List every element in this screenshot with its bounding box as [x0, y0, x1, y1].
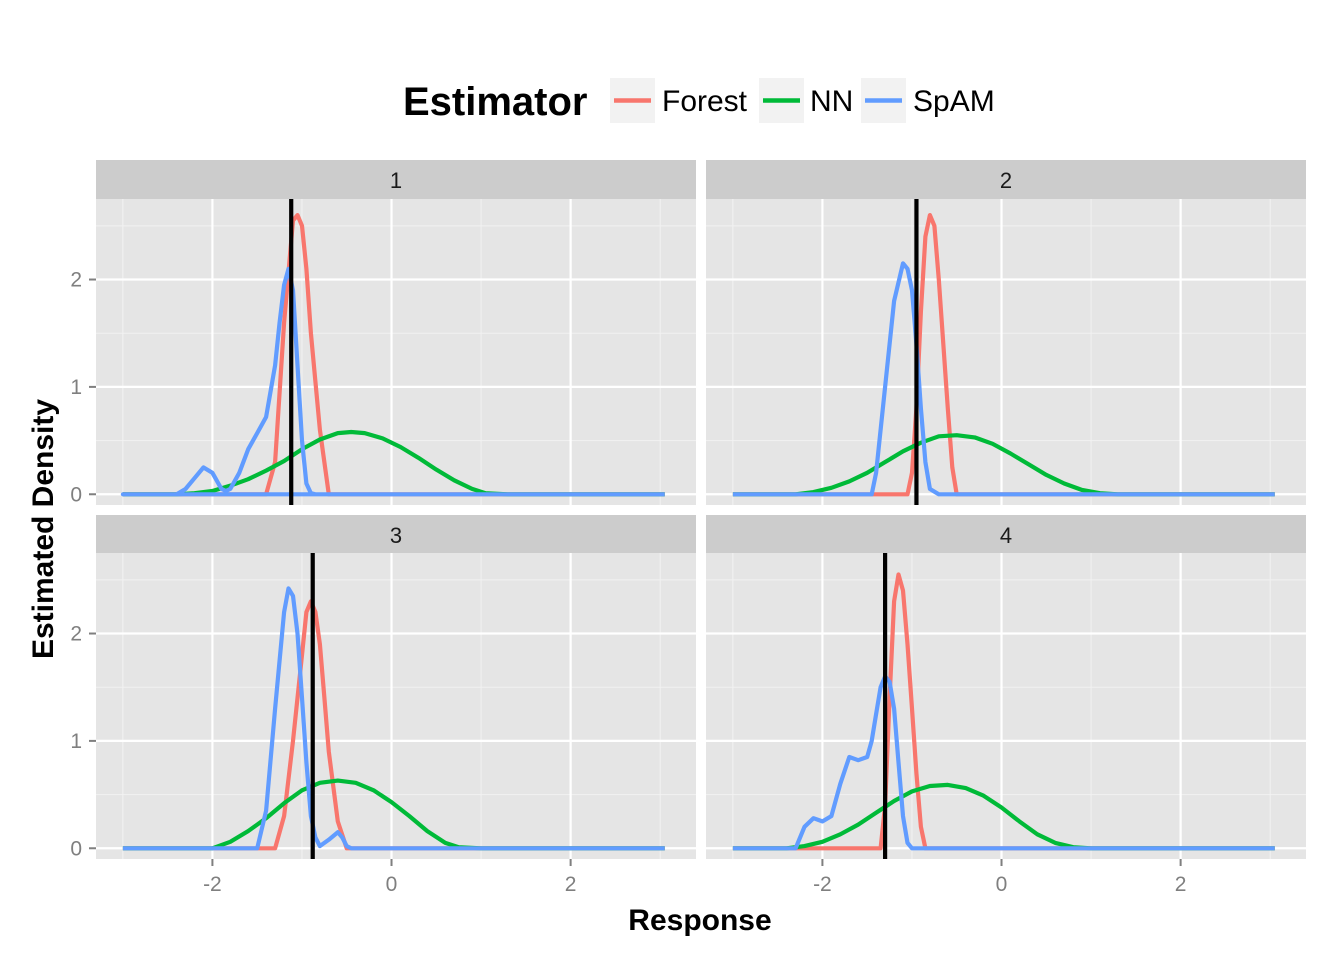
facet-strip-label: 1	[390, 168, 402, 193]
y-tick-label: 2	[70, 623, 82, 646]
legend: Estimator Forest NN SpAM	[403, 78, 995, 124]
series-line-nn	[732, 433, 1275, 497]
facet-strip	[96, 515, 696, 553]
series-line-spam	[732, 674, 1275, 851]
series-line-spam	[120, 266, 665, 497]
facet-strip	[96, 160, 696, 199]
series-line-spam	[732, 261, 1275, 497]
x-axis-panel-4: -2 0 2	[813, 859, 1186, 896]
y-axes: 0 1 2 0 1 2	[70, 269, 96, 860]
x-tick-label: 2	[1175, 873, 1187, 896]
x-axis-title: Response	[628, 904, 771, 937]
legend-label: NN	[810, 85, 853, 118]
facet-strip-label: 2	[1000, 168, 1012, 193]
plot-background	[706, 199, 1306, 505]
y-tick-label: 1	[70, 376, 82, 399]
y-axis-title: Estimated Density	[27, 399, 60, 659]
facet-strip-label: 3	[390, 523, 402, 548]
series-line-nn	[122, 778, 665, 851]
legend-item-spam: SpAM	[861, 78, 995, 123]
plot-background	[706, 553, 1306, 859]
y-axis-panel-3: 0 1 2	[70, 623, 96, 860]
legend-label: Forest	[662, 85, 748, 118]
plot-background	[96, 199, 696, 505]
y-tick-label: 0	[70, 837, 82, 860]
legend-items: Forest NN SpAM	[610, 78, 995, 123]
x-tick-label: -2	[203, 873, 222, 896]
series-line-spam	[122, 586, 665, 851]
facet-strip-label: 4	[1000, 523, 1012, 548]
series-line-forest	[732, 213, 1275, 497]
x-tick-label: 2	[565, 873, 577, 896]
x-tick-label: 0	[386, 873, 398, 896]
y-tick-label: 0	[70, 483, 82, 506]
legend-label: SpAM	[913, 85, 995, 118]
series-line-nn	[732, 782, 1275, 851]
facet-strip	[706, 160, 1306, 199]
panel-2: 2	[706, 160, 1306, 505]
x-tick-label: -2	[813, 873, 832, 896]
panel-3: 3	[96, 515, 696, 859]
y-axis-panel-1: 0 1 2	[70, 269, 96, 506]
legend-item-nn: NN	[759, 78, 853, 123]
facet-panels: 1 2 3 4	[96, 160, 1306, 859]
y-tick-label: 2	[70, 269, 82, 292]
legend-item-forest: Forest	[610, 78, 748, 123]
x-axes: -2 0 2 -2 0 2	[203, 859, 1186, 896]
x-tick-label: 0	[996, 873, 1008, 896]
legend-title: Estimator	[403, 80, 588, 124]
x-axis-panel-3: -2 0 2	[203, 859, 576, 896]
facet-strip	[706, 515, 1306, 553]
y-tick-label: 1	[70, 730, 82, 753]
panel-4: 4	[706, 515, 1306, 859]
plot-background	[96, 553, 696, 859]
panel-1: 1	[96, 160, 696, 505]
